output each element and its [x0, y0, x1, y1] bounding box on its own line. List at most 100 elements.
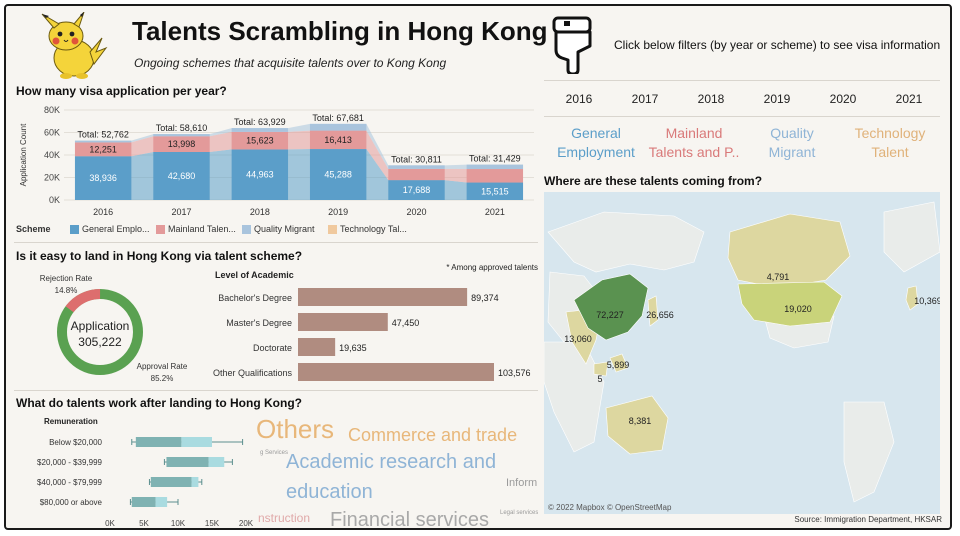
academic-bar [298, 288, 468, 306]
origin-world-map[interactable]: 72,227 26,656 13,060 5,899 5 8,381 4,791 19,020… [544, 192, 940, 514]
map-value-label: 5,899 [607, 360, 630, 370]
total-label: Total: 67,681 [312, 113, 364, 123]
scheme-filter-1[interactable]: Mainland Talents and P.. [646, 124, 742, 162]
map-value-label: 26,656 [646, 310, 674, 320]
total-label: Total: 63,929 [234, 117, 286, 127]
wordcloud-term[interactable]: Financial services [330, 509, 489, 530]
academic-value-label: 19,635 [339, 343, 367, 353]
wordcloud-term[interactable]: g Services [260, 450, 289, 456]
dashboard-frame: Talents Scrambling in Hong Kong Ongoing … [4, 4, 952, 530]
year-filter-2020[interactable]: 2020 [829, 92, 857, 106]
usa-shape [737, 281, 843, 327]
approval-donut-chart: Application 305,222 Rejection Rate 14.8% App… [40, 274, 188, 383]
x-tick-label: 2019 [328, 207, 348, 217]
remuneration-category: $80,000 or above [40, 498, 103, 507]
approval-label: Approval Rate [137, 362, 188, 371]
general-value-label: 15,515 [481, 186, 509, 196]
year-filter-2017[interactable]: 2017 [631, 92, 659, 106]
pikachu-mascot-icon [41, 12, 108, 79]
remuneration-boxplot: Remuneration Below $20,000 $20,000 - $39,9… [37, 417, 254, 528]
general-value-label: 17,688 [403, 185, 431, 195]
scheme-filter-line2: Talent [871, 144, 909, 160]
visa-area-chart: 80K 60K 40K 20K 0K Application Count 38,936 12,… [19, 105, 534, 217]
year-filter-2016[interactable]: 2016 [565, 92, 593, 106]
data-source: Source: Immigration Department, HKSAR [794, 515, 942, 524]
legend-item[interactable]: Technology Tal... [328, 224, 407, 235]
scheme-filter-line2: Migrant [768, 144, 816, 160]
box-lower-half [131, 497, 156, 507]
scheme-filter-2[interactable]: Quality Migrant [744, 124, 840, 162]
map-value-label: 13,060 [564, 334, 592, 344]
map-value-label: 5 [597, 374, 602, 384]
bar-segment [153, 134, 210, 137]
box-upper-half [191, 477, 199, 487]
box-x-tick: 15K [205, 519, 220, 528]
box-lower-half [135, 437, 182, 447]
legend-item[interactable]: Quality Migrant [242, 224, 315, 235]
map-value-label: 8,381 [629, 416, 652, 426]
total-label: Total: 30,811 [391, 154, 442, 164]
x-tick-label: 2017 [171, 207, 191, 217]
academic-category-label: Doctorate [253, 343, 292, 353]
year-filter: 2016 2017 2018 2019 2020 2021 [544, 90, 944, 110]
section-divider-1 [14, 242, 538, 243]
visa-chart-title: How many visa application per year? [16, 84, 227, 98]
legend-title: Scheme [16, 224, 51, 234]
scheme-filter-0[interactable]: General Employment [548, 124, 644, 162]
year-filter-2019[interactable]: 2019 [763, 92, 791, 106]
wordcloud-term[interactable]: education [286, 481, 373, 503]
academic-bar [298, 363, 494, 381]
box-x-tick: 10K [171, 519, 186, 528]
academic-bar [298, 338, 336, 356]
bar-segment [309, 123, 367, 131]
bar-segment [466, 182, 524, 200]
south-america-shape [843, 401, 895, 503]
year-filter-2018[interactable]: 2018 [697, 92, 725, 106]
remuneration-category: $40,000 - $79,999 [37, 478, 102, 487]
mainland-value-label: 16,413 [324, 135, 352, 145]
philippines-shape [609, 353, 629, 373]
scheme-filter-line2: Talents and P.. [648, 144, 740, 160]
scheme-filter-3[interactable]: Technology Talent [842, 124, 938, 162]
china-shape [573, 273, 649, 341]
general-value-label: 42,680 [168, 171, 196, 181]
academic-value-label: 47,450 [392, 318, 420, 328]
map-value-label: 10,369 [914, 296, 940, 306]
total-label: Total: 31,429 [469, 154, 521, 164]
box-lower-half [166, 457, 209, 467]
legend-item[interactable]: General Emplo... [70, 224, 150, 235]
legend-label: Quality Migrant [254, 224, 315, 234]
wordcloud-term[interactable]: Academic research and [286, 451, 497, 473]
map-value-label: 4,791 [767, 272, 790, 282]
mainland-value-label: 13,998 [168, 139, 196, 149]
legend-label: General Emplo... [82, 224, 150, 234]
page-title: Talents Scrambling in Hong Kong [132, 16, 548, 46]
y-axis-label: Application Count [19, 123, 28, 186]
wordcloud-term[interactable]: Inform [506, 477, 538, 489]
legend-item[interactable]: Mainland Talen... [156, 224, 236, 235]
wordcloud-term[interactable]: Commerce and trade [348, 425, 518, 445]
work-chart-title: What do talents work after landing to Ho… [16, 396, 302, 410]
filter-hint: Click below filters (by year or scheme) … [614, 38, 941, 52]
academic-category-label: Other Qualifications [213, 368, 293, 378]
filter-divider-top [544, 80, 940, 81]
section-divider-2 [14, 390, 538, 391]
filter-divider-mid [544, 116, 940, 117]
year-filter-2021[interactable]: 2021 [895, 92, 923, 106]
russia-shape [547, 211, 705, 273]
y-tick-label: 60K [44, 128, 60, 138]
scheme-filter-line1: Quality [770, 125, 814, 141]
total-label: Total: 58,610 [156, 123, 208, 133]
wordcloud-term[interactable]: nstruction [258, 511, 311, 525]
scheme-filter-line1: General [571, 125, 621, 141]
total-label: Total: 52,762 [77, 130, 129, 140]
academic-value-label: 89,374 [471, 293, 499, 303]
bar-segment [231, 131, 289, 150]
wordcloud-term[interactable]: Legal services [500, 510, 538, 516]
bar-segment [466, 169, 524, 183]
map-value-label: 72,227 [596, 310, 624, 320]
academic-bar [298, 313, 388, 331]
academic-header: Level of Academic [215, 270, 294, 280]
box-lower-half [150, 477, 192, 487]
wordcloud-term[interactable]: Others [256, 414, 335, 444]
